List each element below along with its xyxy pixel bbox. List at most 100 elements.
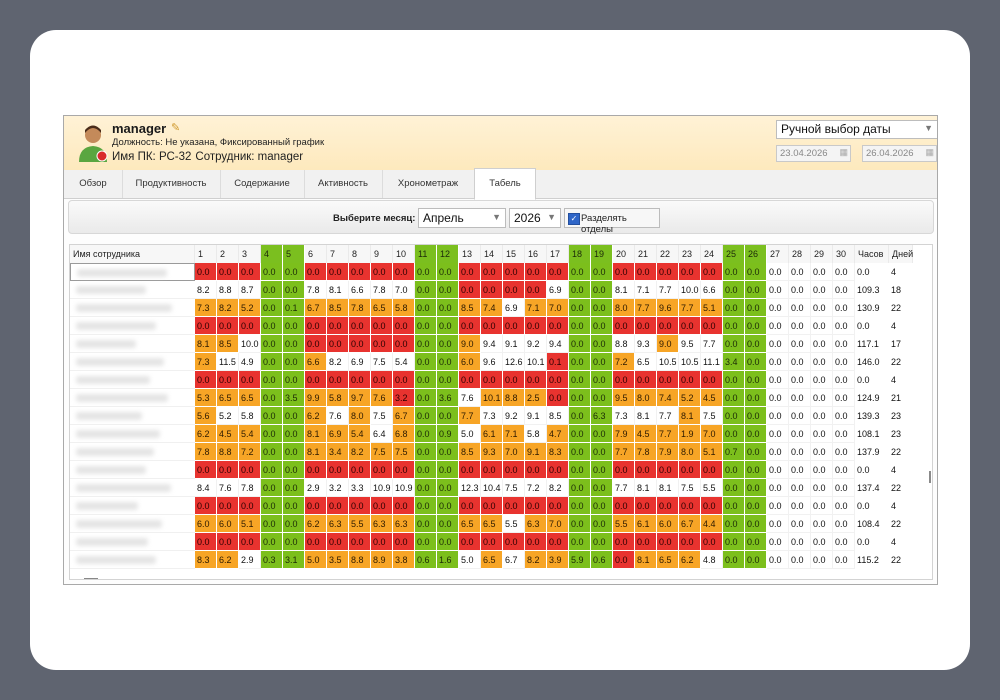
day-hours-cell[interactable]: 0.0 [327, 371, 349, 389]
date-from-field[interactable]: 23.04.2026 ▦ [776, 145, 851, 162]
day-hours-cell[interactable]: 0.0 [811, 443, 833, 461]
day-hours-cell[interactable]: 0.0 [239, 533, 261, 551]
day-hours-cell[interactable]: 0.0 [569, 371, 591, 389]
column-header-day[interactable]: 16 [525, 245, 547, 263]
day-hours-cell[interactable]: 0.0 [349, 533, 371, 551]
day-hours-cell[interactable]: 5.5 [613, 515, 635, 533]
employee-name-cell[interactable] [70, 443, 195, 461]
day-hours-cell[interactable]: 8.7 [239, 281, 261, 299]
employee-name-cell[interactable] [70, 263, 195, 281]
tab-timesheet[interactable]: Табель [474, 168, 536, 200]
day-hours-cell[interactable]: 0.0 [371, 533, 393, 551]
day-hours-cell[interactable]: 0.0 [459, 461, 481, 479]
day-hours-cell[interactable]: 0.0 [569, 317, 591, 335]
day-hours-cell[interactable]: 8.0 [349, 407, 371, 425]
day-hours-cell[interactable]: 0.0 [591, 263, 613, 281]
day-hours-cell[interactable]: 0.0 [283, 425, 305, 443]
day-hours-cell[interactable]: 6.7 [679, 515, 701, 533]
day-hours-cell[interactable]: 0.0 [569, 497, 591, 515]
day-hours-cell[interactable]: 0.0 [723, 407, 745, 425]
day-hours-cell[interactable]: 0.0 [833, 515, 855, 533]
day-hours-cell[interactable]: 0.0 [217, 533, 239, 551]
day-hours-cell[interactable]: 0.0 [745, 353, 767, 371]
day-hours-cell[interactable]: 7.5 [371, 443, 393, 461]
day-hours-cell[interactable]: 0.0 [811, 407, 833, 425]
day-hours-cell[interactable]: 0.0 [525, 317, 547, 335]
day-hours-cell[interactable]: 0.0 [811, 317, 833, 335]
column-header-day[interactable]: 26 [745, 245, 767, 263]
day-hours-cell[interactable]: 8.1 [327, 281, 349, 299]
day-hours-cell[interactable]: 3.3 [349, 479, 371, 497]
day-hours-cell[interactable]: 0.0 [195, 263, 217, 281]
column-header-day[interactable]: 8 [349, 245, 371, 263]
day-hours-cell[interactable]: 0.0 [305, 371, 327, 389]
day-hours-cell[interactable]: 0.0 [613, 497, 635, 515]
day-hours-cell[interactable]: 0.0 [833, 353, 855, 371]
day-hours-cell[interactable]: 0.0 [657, 317, 679, 335]
day-hours-cell[interactable]: 0.0 [283, 281, 305, 299]
day-hours-cell[interactable]: 0.0 [701, 317, 723, 335]
day-hours-cell[interactable]: 0.0 [569, 263, 591, 281]
day-hours-cell[interactable]: 4.5 [635, 425, 657, 443]
column-header-day[interactable]: 22 [657, 245, 679, 263]
column-header-day[interactable]: 25 [723, 245, 745, 263]
day-hours-cell[interactable]: 0.0 [789, 479, 811, 497]
column-header-day[interactable]: 17 [547, 245, 569, 263]
day-hours-cell[interactable]: 7.0 [701, 425, 723, 443]
day-hours-cell[interactable]: 0.0 [833, 407, 855, 425]
day-hours-cell[interactable]: 0.0 [459, 263, 481, 281]
column-header-day[interactable]: 21 [635, 245, 657, 263]
day-hours-cell[interactable]: 6.2 [305, 515, 327, 533]
day-hours-cell[interactable]: 9.1 [503, 335, 525, 353]
day-hours-cell[interactable]: 0.0 [833, 497, 855, 515]
day-hours-cell[interactable]: 6.5 [635, 353, 657, 371]
day-hours-cell[interactable]: 0.0 [811, 263, 833, 281]
day-hours-cell[interactable]: 0.0 [349, 335, 371, 353]
day-hours-cell[interactable]: 11.5 [217, 353, 239, 371]
day-hours-cell[interactable]: 0.0 [547, 371, 569, 389]
day-hours-cell[interactable]: 0.0 [195, 317, 217, 335]
day-hours-cell[interactable]: 0.0 [503, 317, 525, 335]
day-hours-cell[interactable]: 6.5 [657, 551, 679, 569]
split-departments-toggle[interactable]: ✓ Разделять отделы [564, 208, 660, 235]
day-hours-cell[interactable]: 8.2 [547, 479, 569, 497]
day-hours-cell[interactable]: 7.5 [371, 407, 393, 425]
employee-name-cell[interactable] [70, 515, 195, 533]
day-hours-cell[interactable]: 0.0 [613, 551, 635, 569]
day-hours-cell[interactable]: 8.0 [635, 389, 657, 407]
column-header-day[interactable]: 10 [393, 245, 415, 263]
day-hours-cell[interactable]: 8.8 [613, 335, 635, 353]
day-hours-cell[interactable]: 0.0 [283, 443, 305, 461]
day-hours-cell[interactable]: 0.0 [371, 461, 393, 479]
date-to-field[interactable]: 26.04.2026 ▦ [862, 145, 937, 162]
day-hours-cell[interactable]: 4.8 [701, 551, 723, 569]
day-hours-cell[interactable]: 0.0 [745, 407, 767, 425]
day-hours-cell[interactable]: 0.0 [657, 497, 679, 515]
day-hours-cell[interactable]: 0.0 [745, 479, 767, 497]
day-hours-cell[interactable]: 0.0 [811, 515, 833, 533]
day-hours-cell[interactable]: 0.0 [415, 497, 437, 515]
day-hours-cell[interactable]: 0.0 [503, 497, 525, 515]
day-hours-cell[interactable]: 0.0 [371, 317, 393, 335]
day-hours-cell[interactable]: 7.2 [613, 353, 635, 371]
day-hours-cell[interactable]: 0.0 [283, 407, 305, 425]
day-hours-cell[interactable]: 6.3 [393, 515, 415, 533]
day-hours-cell[interactable]: 0.0 [745, 317, 767, 335]
day-hours-cell[interactable]: 0.0 [327, 533, 349, 551]
day-hours-cell[interactable]: 0.0 [569, 533, 591, 551]
day-hours-cell[interactable]: 0.0 [481, 281, 503, 299]
day-hours-cell[interactable]: 8.8 [503, 389, 525, 407]
day-hours-cell[interactable]: 0.0 [261, 263, 283, 281]
day-hours-cell[interactable]: 0.0 [261, 389, 283, 407]
day-hours-cell[interactable]: 7.0 [503, 443, 525, 461]
day-hours-cell[interactable]: 0.0 [305, 263, 327, 281]
day-hours-cell[interactable]: 0.0 [437, 317, 459, 335]
day-hours-cell[interactable]: 1.9 [679, 425, 701, 443]
day-hours-cell[interactable]: 0.0 [789, 263, 811, 281]
day-hours-cell[interactable]: 0.0 [701, 263, 723, 281]
day-hours-cell[interactable]: 0.0 [415, 389, 437, 407]
day-hours-cell[interactable]: 0.0 [261, 479, 283, 497]
day-hours-cell[interactable]: 7.2 [525, 479, 547, 497]
day-hours-cell[interactable]: 7.3 [195, 353, 217, 371]
day-hours-cell[interactable]: 0.0 [415, 335, 437, 353]
